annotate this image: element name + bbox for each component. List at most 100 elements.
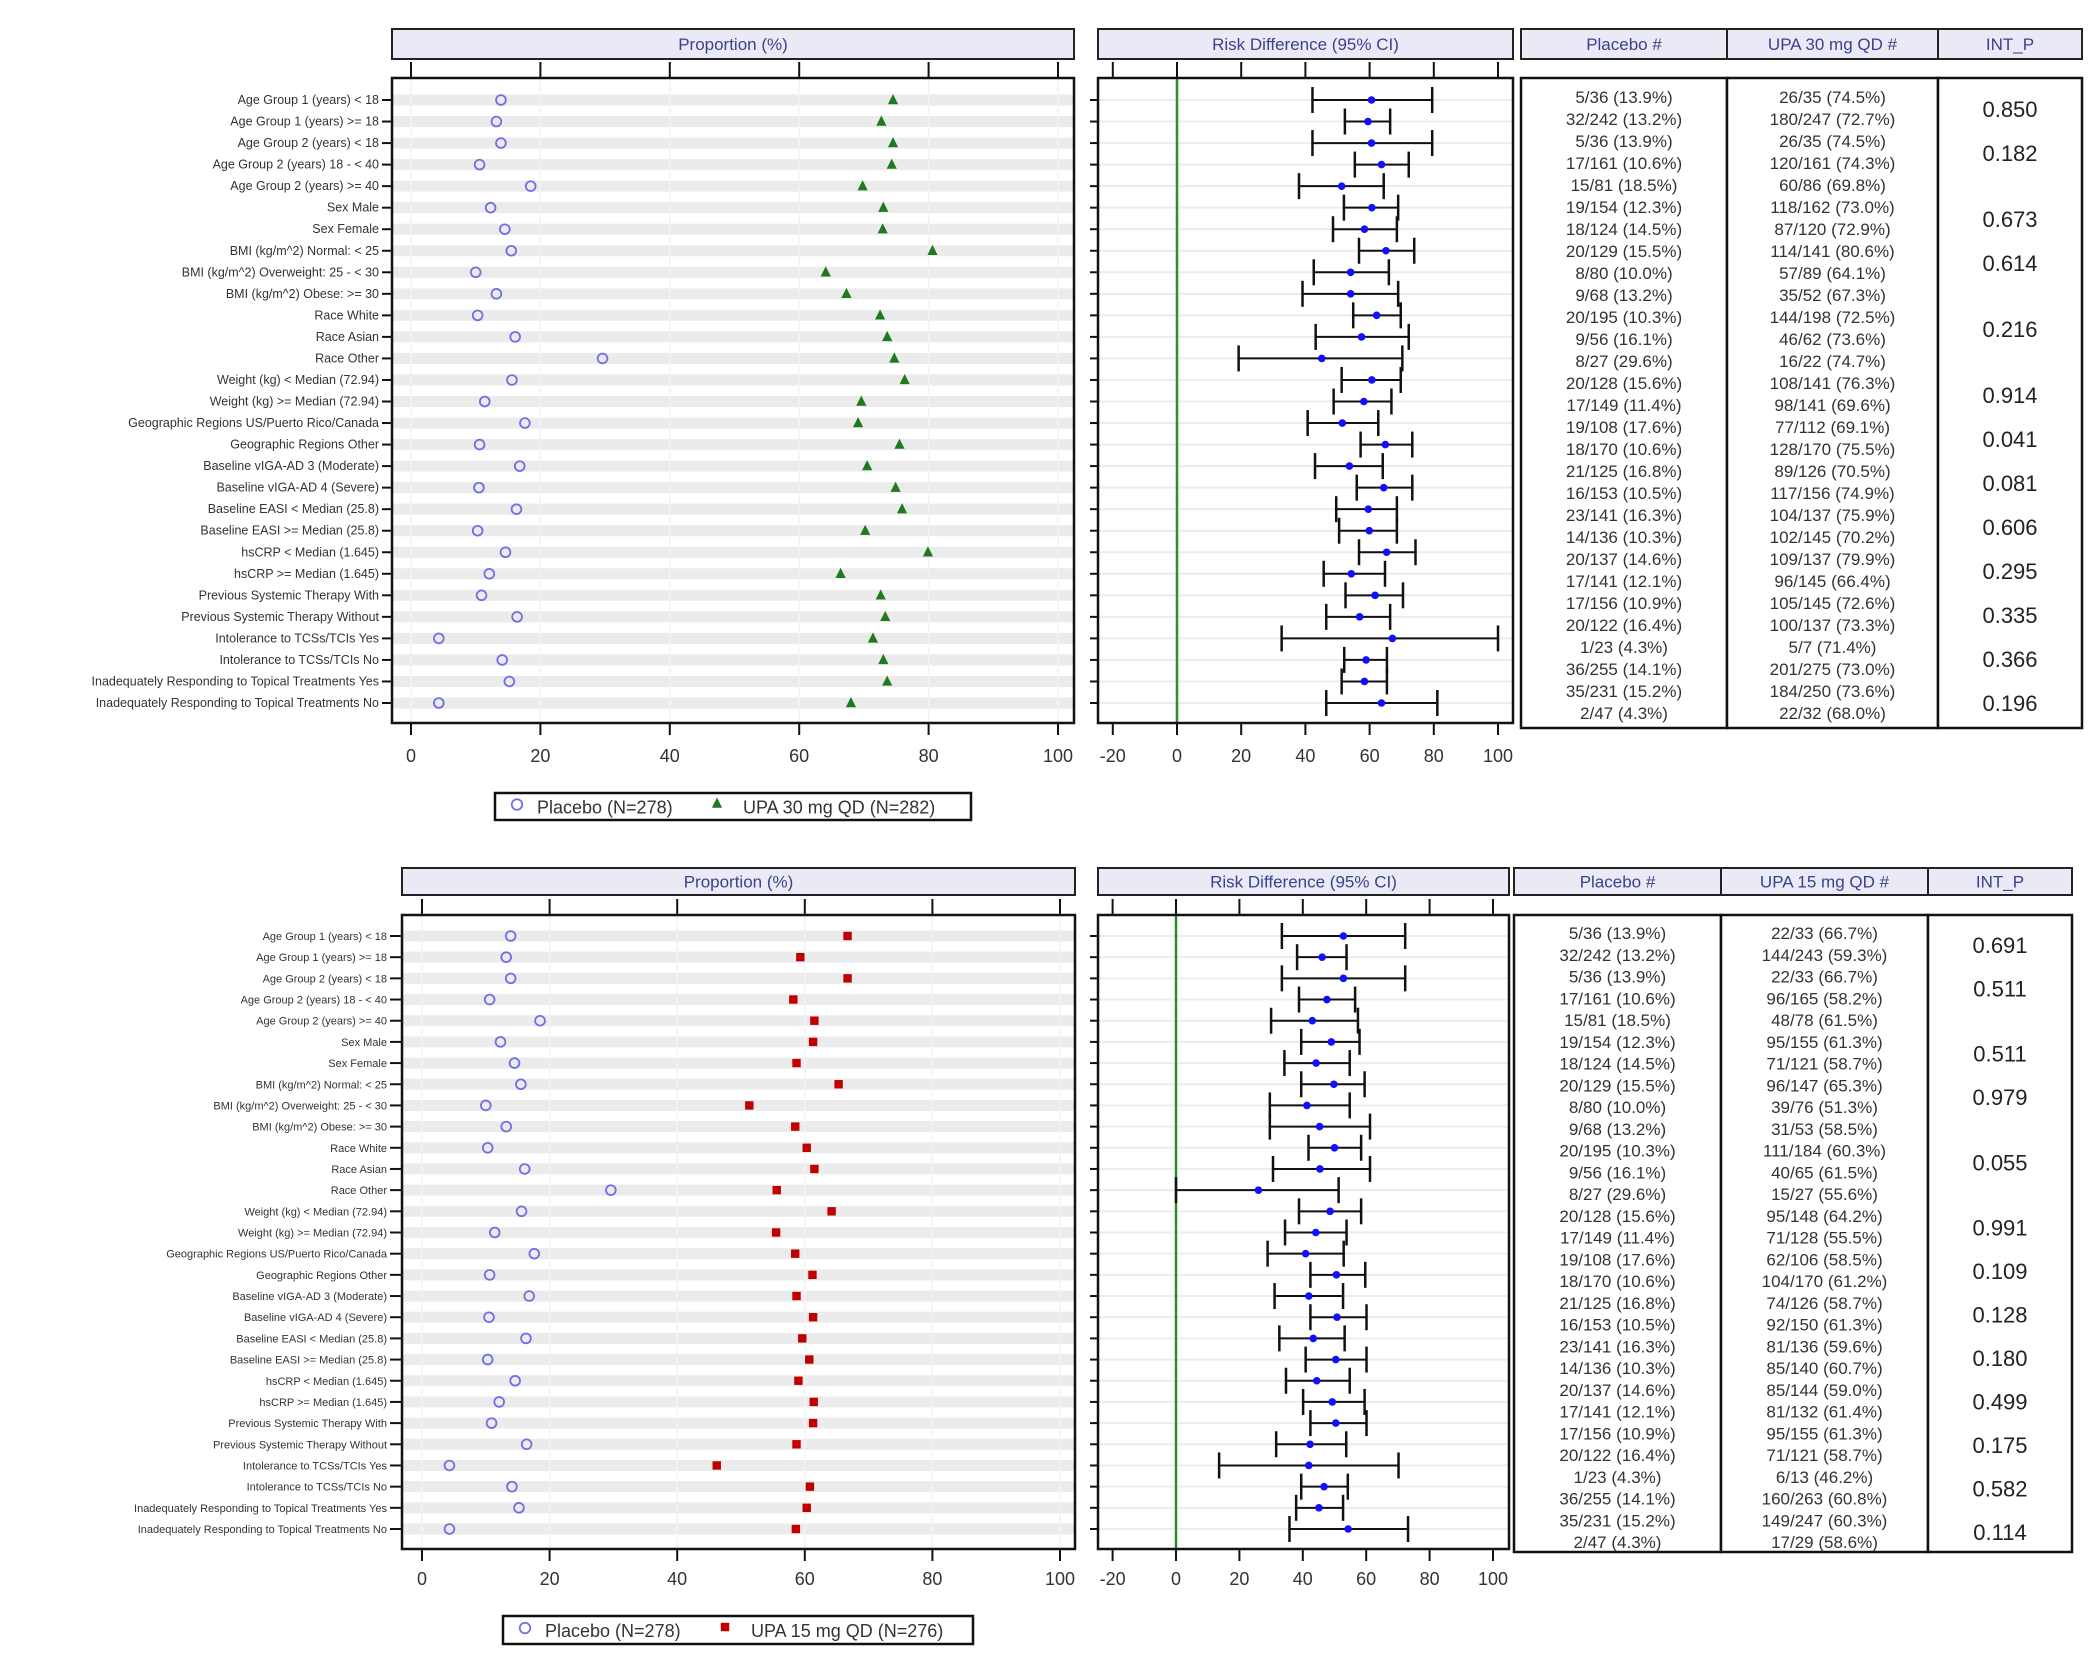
placebo-marker <box>469 266 482 279</box>
row-stripe <box>402 1227 1075 1238</box>
active-count-cell: 81/136 (59.6%) <box>1766 1337 1882 1356</box>
subgroup-label: Race White <box>330 1143 387 1155</box>
x-tick-label: 20 <box>540 1569 560 1589</box>
x-tick-label: 0 <box>417 1569 427 1589</box>
placebo-count-cell: 20/122 (16.4%) <box>1566 616 1682 635</box>
active-count-cell: 48/78 (61.5%) <box>1771 1011 1878 1030</box>
active-marker <box>808 1037 818 1047</box>
subgroup-label: Age Group 1 (years) < 18 <box>263 931 387 943</box>
active-count-cell: 96/165 (58.2%) <box>1766 989 1882 1008</box>
subgroup-label: Geographic Regions US/Puerto Rico/Canada <box>128 416 379 430</box>
placebo-count-cell: 20/128 (15.6%) <box>1566 374 1682 393</box>
row-stripe <box>402 1417 1075 1429</box>
int-p-value: 0.499 <box>1972 1390 2027 1415</box>
row-stripe <box>402 1099 1075 1111</box>
table-column-box <box>1519 76 1729 730</box>
active-count-cell: 40/65 (61.5%) <box>1771 1163 1878 1182</box>
active-count-cell: 118/162 (73.0%) <box>1770 198 1894 217</box>
subgroup-label: Age Group 1 (years) >= 18 <box>230 115 379 129</box>
active-marker <box>867 632 879 643</box>
row-stripe <box>392 352 1074 364</box>
row-stripe <box>392 288 1074 300</box>
placebo-count-cell: 8/27 (29.6%) <box>1569 1185 1666 1204</box>
row-stripe <box>392 94 1074 106</box>
proportion-header-label: Proportion (%) <box>678 35 788 54</box>
rd-estimate-point <box>1301 1249 1310 1258</box>
active-marker <box>886 158 897 169</box>
int-p-column-header-label: INT_P <box>1986 35 2034 54</box>
active-count-cell: 26/35 (74.5%) <box>1779 88 1886 107</box>
subgroup-label: Baseline vIGA-AD 4 (Severe) <box>216 481 379 495</box>
active-count-cell: 31/53 (58.5%) <box>1771 1120 1878 1139</box>
rd-estimate-point <box>1320 1482 1328 1491</box>
placebo-count-cell: 17/156 (10.9%) <box>1559 1424 1675 1443</box>
placebo-count-cell: 18/170 (10.6%) <box>1566 440 1682 459</box>
rd-estimate-point <box>1306 1440 1314 1449</box>
placebo-marker <box>534 1014 546 1027</box>
placebo-count-cell: 9/68 (13.2%) <box>1569 1120 1666 1139</box>
active-marker <box>878 653 889 665</box>
placebo-marker <box>483 1269 496 1281</box>
active-marker <box>791 1524 801 1534</box>
subgroup-label: BMI (kg/m^2) Normal: < 25 <box>256 1079 387 1091</box>
placebo-marker <box>483 1311 495 1323</box>
placebo-column-header: Placebo # <box>1513 867 1722 896</box>
placebo-marker <box>494 1036 507 1048</box>
placebo-marker <box>483 568 496 580</box>
placebo-count-cell: 19/154 (12.3%) <box>1559 1033 1675 1052</box>
subgroup-label: Baseline EASI < Median (25.8) <box>208 502 379 516</box>
row-stripe <box>392 697 1074 709</box>
proportion-header-box <box>391 28 1075 60</box>
int-p-column-header-box <box>1937 28 2083 60</box>
placebo-marker <box>473 158 486 171</box>
active-marker <box>798 1334 807 1343</box>
row-stripe <box>392 482 1074 494</box>
proportion-header: Proportion (%) <box>401 867 1076 896</box>
rd-estimate-point <box>1303 1101 1311 1110</box>
risk-difference-panel: -20 0 20 40 60 80 100 <box>1090 62 1515 766</box>
rd-estimate-point <box>1362 656 1370 664</box>
int-p-value: 0.914 <box>1982 383 2037 408</box>
subgroup-label: Weight (kg) >= Median (72.94) <box>210 395 379 409</box>
active-marker <box>877 223 888 234</box>
rd-estimate-point <box>1344 1525 1352 1533</box>
active-count-cell: 98/141 (69.6%) <box>1774 396 1890 415</box>
active-count-cell: 92/150 (61.3%) <box>1766 1316 1882 1335</box>
row-stripe <box>402 1332 1075 1344</box>
active-count-cell: 100/137 (73.3%) <box>1770 616 1896 635</box>
int-p-value: 0.109 <box>1972 1259 2027 1284</box>
placebo-count-cell: 2/47 (4.3%) <box>1574 1533 1662 1552</box>
active-column-header: UPA 30 mg QD # <box>1726 28 1939 60</box>
rd-estimate-point <box>1333 1313 1341 1322</box>
int-p-value: 0.614 <box>1982 251 2037 276</box>
int-p-value: 0.366 <box>1982 647 2037 672</box>
rd-estimate-point <box>1364 505 1373 513</box>
subgroup-label: Sex Female <box>328 1058 387 1070</box>
placebo-marker <box>520 1332 532 1345</box>
subgroup-label: BMI (kg/m^2) Obese: >= 30 <box>252 1122 387 1134</box>
placebo-count-cell: 18/124 (14.5%) <box>1566 220 1682 239</box>
active-count-cell: 17/29 (58.6%) <box>1771 1533 1878 1552</box>
active-marker <box>875 589 886 600</box>
subgroup-label: Inadequately Responding to Topical Treat… <box>96 696 379 710</box>
placebo-marker <box>490 115 503 128</box>
row-stripe <box>392 245 1074 257</box>
active-count-cell: 96/147 (65.3%) <box>1766 1076 1882 1095</box>
row-stripe <box>392 417 1074 429</box>
active-count-cell: 85/140 (60.7%) <box>1766 1359 1882 1378</box>
placebo-marker <box>511 611 523 623</box>
placebo-count-cell: 32/242 (13.2%) <box>1566 110 1682 129</box>
proportion-panel: 0 20 40 60 80 100 Age Group 1 (years) < 18 Age … <box>92 62 1076 766</box>
active-marker <box>789 995 798 1004</box>
int-p-value: 0.128 <box>1972 1303 2027 1328</box>
legend-active-marker <box>711 797 723 808</box>
placebo-marker <box>481 1353 494 1366</box>
subgroup-label: Age Group 2 (years) 18 - < 40 <box>213 158 379 172</box>
placebo-marker <box>504 930 517 942</box>
placebo-count-cell: 1/23 (4.3%) <box>1574 1468 1662 1487</box>
subgroup-label: BMI (kg/m^2) Overweight: 25 - < 30 <box>182 265 379 279</box>
active-marker <box>802 1143 811 1152</box>
x-tick-label: 40 <box>667 1569 687 1589</box>
row-stripe <box>402 1354 1075 1366</box>
counts-table: 5/36 (13.9%) 22/33 (66.7%) 32/242 (13.2%) 1… <box>1512 913 2074 1554</box>
